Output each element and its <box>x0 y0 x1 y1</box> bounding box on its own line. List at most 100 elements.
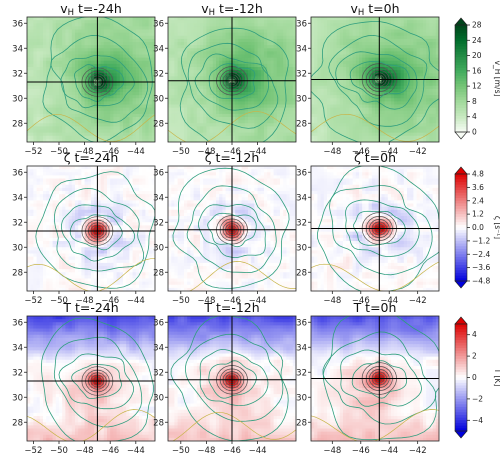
y-tick-label: 34 <box>296 193 307 203</box>
y-tick-label: 32 <box>12 368 23 378</box>
y-tick-label: 36 <box>12 19 23 29</box>
y-tick-label: 32 <box>153 218 164 228</box>
y-tick-label: 28 <box>153 418 164 428</box>
y-tick-label: 34 <box>296 343 307 353</box>
x-tick-label: −50 <box>50 147 68 157</box>
y-tick-label: 30 <box>296 94 307 104</box>
colorbar-tick-label: 1.2 <box>472 210 484 219</box>
y-tick-label: 36 <box>296 19 307 29</box>
x-tick-label: −48 <box>76 296 94 306</box>
x-tick-label: −48 <box>323 446 341 453</box>
panel-T-1: −50 −48 −46 −44 36 34 32 30 28 T t=-12h <box>153 300 297 453</box>
y-tick-label: 32 <box>153 69 164 79</box>
y-tick-label: 36 <box>296 168 307 178</box>
x-tick-label: −52 <box>24 147 42 157</box>
panel-title: vH t=-12h <box>201 1 263 18</box>
panel-title: ζ t=0h <box>354 150 396 165</box>
panel-vH-1: −50 −48 −46 −44 36 34 32 30 28 vH t=-12h <box>153 1 297 157</box>
colorbar-tick-label: 4 <box>472 112 477 121</box>
colorbar-label: ζ [s⁻¹] <box>493 216 500 239</box>
y-tick-label: 30 <box>296 393 307 403</box>
x-tick-label: −44 <box>249 446 267 453</box>
y-tick-label: 34 <box>153 193 164 203</box>
y-tick-label: 32 <box>296 368 307 378</box>
y-tick-label: 28 <box>296 418 307 428</box>
colorbar-tick-label: 0.0 <box>472 223 484 232</box>
panel-T-2: −48 −46 −44 −42 36 34 32 30 28 T t=0h <box>296 300 440 453</box>
x-tick-label: −46 <box>223 296 241 306</box>
panel-title: T t=0h <box>353 300 397 315</box>
y-tick-label: 34 <box>153 44 164 54</box>
x-tick-label: −48 <box>197 296 215 306</box>
y-tick-label: 28 <box>12 119 23 129</box>
x-tick-label: −46 <box>352 296 370 306</box>
colorbar-tick-label: −1.2 <box>472 236 490 245</box>
outer-contour <box>27 409 155 441</box>
y-tick-label: 36 <box>153 318 164 328</box>
colorbar-tick-label: −3.6 <box>472 263 490 272</box>
y-tick-label: 36 <box>153 19 164 29</box>
panel-frame <box>310 16 440 143</box>
x-tick-label: −50 <box>50 446 68 453</box>
colorbar-tick-label: −4.8 <box>472 277 490 286</box>
y-tick-label: 28 <box>153 268 164 278</box>
colorbar-tick-label: 0 <box>472 128 477 137</box>
colorbar-tick-label: 2.4 <box>472 196 484 205</box>
panel-frame <box>26 16 156 143</box>
x-tick-label: −48 <box>197 446 215 453</box>
outer-contour <box>311 261 439 291</box>
colorbar-tick-label: 16 <box>472 66 482 75</box>
x-tick-label: −46 <box>101 296 119 306</box>
panel-zeta-0: −52 −50 −48 −46 −44 36 34 32 30 28 ζ t=-24h <box>12 150 156 306</box>
y-tick-label: 30 <box>12 94 23 104</box>
x-tick-label: −48 <box>197 147 215 157</box>
x-tick-label: −44 <box>249 296 267 306</box>
x-tick-label: −42 <box>409 296 427 306</box>
y-tick-label: 30 <box>153 94 164 104</box>
colorbar-zeta: 4.8 3.6 2.4 1.2 0.0 −1.2 −2.4 −3.6 −4.8 ζ [s⁻¹] <box>454 166 500 289</box>
y-tick-label: 36 <box>296 318 307 328</box>
x-tick-label: −48 <box>323 147 341 157</box>
x-tick-label: −48 <box>76 446 94 453</box>
colorbar-tick-label: 20 <box>472 51 482 60</box>
panel-frame <box>26 315 156 442</box>
colorbar-tick-label: −2 <box>472 394 483 403</box>
colorbar-tick-label: 28 <box>472 21 482 30</box>
panel-T-0: −52 −50 −48 −46 −44 36 34 32 30 28 T t=-24h <box>12 300 156 453</box>
colorbar-tick-label: −4 <box>472 416 483 425</box>
y-tick-label: 32 <box>296 69 307 79</box>
y-tick-label: 36 <box>153 168 164 178</box>
y-tick-label: 28 <box>296 119 307 129</box>
x-tick-label: −50 <box>172 147 190 157</box>
colorbar-tick-label: 4 <box>472 330 477 339</box>
colorbar-label: T [K] <box>493 368 500 387</box>
panel-title: T t=-12h <box>203 300 259 315</box>
outer-contour <box>311 21 439 142</box>
x-tick-label: −50 <box>172 296 190 306</box>
panel-title: ζ t=-24h <box>64 150 119 165</box>
y-tick-label: 34 <box>296 44 307 54</box>
colorbar-tick-label: 24 <box>472 36 482 45</box>
x-tick-label: −42 <box>409 147 427 157</box>
y-tick-label: 30 <box>296 243 307 253</box>
y-tick-label: 28 <box>12 418 23 428</box>
x-tick-label: −50 <box>172 446 190 453</box>
colorbar-vH: 0 4 8 12 16 20 24 28 v_H [m/s] <box>454 17 500 140</box>
colorbar-T: 4 2 0 −2 −4 T [K] <box>454 316 500 439</box>
y-tick-label: 30 <box>153 393 164 403</box>
outer-contour <box>311 113 439 142</box>
colorbar-tick-label: 3.6 <box>472 183 484 192</box>
y-tick-label: 32 <box>296 218 307 228</box>
y-tick-label: 32 <box>12 218 23 228</box>
panel-title: ζ t=-12h <box>205 150 260 165</box>
panel-frame <box>26 165 156 292</box>
x-tick-label: −44 <box>127 147 145 157</box>
x-tick-label: −52 <box>24 446 42 453</box>
colorbar-tick-label: 12 <box>472 82 482 91</box>
panel-title: T t=-24h <box>62 300 118 315</box>
colorbar-label: v_H [m/s] <box>493 61 500 97</box>
y-tick-label: 28 <box>12 268 23 278</box>
colorbar-tick-label: 4.8 <box>472 170 484 179</box>
x-tick-label: −46 <box>352 446 370 453</box>
